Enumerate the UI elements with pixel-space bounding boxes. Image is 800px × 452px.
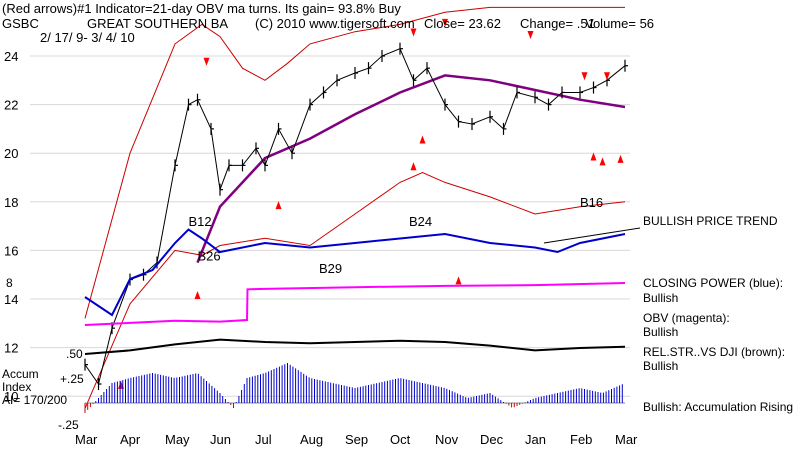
month-label: Jun [210,432,231,447]
plus50-label: .50 [66,347,83,361]
ai-label: AI= 170/200 [2,393,68,407]
closing-power-label: CLOSING POWER (blue): [643,276,784,290]
signal-label: B12 [189,214,212,229]
month-label: Jul [255,432,272,447]
month-label: Aug [300,432,323,447]
indicator-header: (Red arrows)#1 Indicator=21-day OBV ma t… [2,1,401,16]
relstr-label: REL.STR..VS DJI (brown): [643,345,786,359]
relstr-path [84,338,626,355]
bullish-trendline [543,227,641,244]
signal-label: B29 [319,261,342,276]
red-arrow-up [419,135,426,144]
accumulation-histogram [84,363,625,413]
closing-power-line [84,227,641,317]
close-value: Close= 23.62 [424,16,501,31]
red-arrow-down [604,72,610,81]
obv-label: OBV (magenta): [643,311,730,325]
obv-path [84,282,626,326]
month-label: Oct [390,432,411,447]
closing-power-status: Bullish [643,291,679,305]
red-arrows [118,18,624,389]
red-arrow-up [617,154,624,163]
ma-line [196,74,626,264]
change-value: Change= .51 [520,16,595,31]
price-tick-label: 10 [4,389,18,404]
red-arrow-up [455,276,462,285]
month-label: Mar [615,432,638,447]
obv-line [84,282,626,326]
red-arrow-down [442,18,448,27]
upper-band [84,6,625,319]
accum-label: Accum [2,367,39,381]
price-tick-label: 12 [4,341,18,356]
price-path [84,48,626,386]
signal-markers: B26 B29 B16 B12 B24 [189,195,604,276]
signal-label: B16 [580,195,603,210]
company-name: GREAT SOUTHERN BA [87,16,229,31]
red-arrow-down [581,72,588,81]
month-label: Sep [345,432,368,447]
month-axis: Mar Apr May Jun Jul Aug Sep Oct Nov Dec Jan Feb Mar [75,432,638,447]
price-grid [30,55,630,397]
volume-value: Volume= 56 [585,16,655,31]
month-label: Jan [525,432,546,447]
plus25-label: +.25 [60,372,84,386]
closing-power-path [84,228,626,317]
relative-strength-line [84,338,626,355]
index-label: Index [2,380,32,394]
price-tick-label: 22 [4,98,18,113]
price-tick-label: 18 [4,195,18,210]
relstr-status: Bullish [643,359,679,373]
lower-band [84,172,626,409]
price-axis: 24 22 20 18 16 14 12 10 [4,49,18,404]
price-bars [84,42,628,391]
month-label: Nov [435,432,459,447]
accum-status: Bullish: Accumulation Rising [643,400,794,414]
price-tick-label: 14 [4,292,18,307]
signal-label: B24 [409,214,432,229]
price-tick-label: 20 [4,146,18,161]
month-label: Mar [75,432,98,447]
red-arrow-up [275,201,282,210]
obv-status: Bullish [643,325,679,339]
red-arrow-down [410,28,417,37]
red-arrow-down [527,30,534,39]
copyright: (C) 2010 www.tigersoft.com [255,16,415,31]
price-tick-label: 16 [4,243,18,258]
red-arrow-up [410,162,417,171]
red-arrow-up [599,157,606,166]
red-arrow-up [590,152,597,161]
red-arrow-up [194,291,201,299]
price-tick-label: 24 [4,49,18,64]
bullish-price-trend-label: BULLISH PRICE TREND [643,214,778,228]
signal-label: B26 [198,249,221,264]
eight-label: 8 [6,276,13,290]
month-label: May [165,432,190,447]
bollinger-bands [84,6,626,409]
date-range: 2/ 17/ 9- 3/ 4/ 10 [40,30,135,45]
month-label: Dec [480,432,504,447]
minus25-label: -.25 [58,418,79,432]
red-arrow-down [203,57,210,66]
moving-average [196,74,626,264]
ticker: GSBC [2,16,39,31]
month-label: Feb [570,432,592,447]
month-label: Apr [120,432,141,447]
